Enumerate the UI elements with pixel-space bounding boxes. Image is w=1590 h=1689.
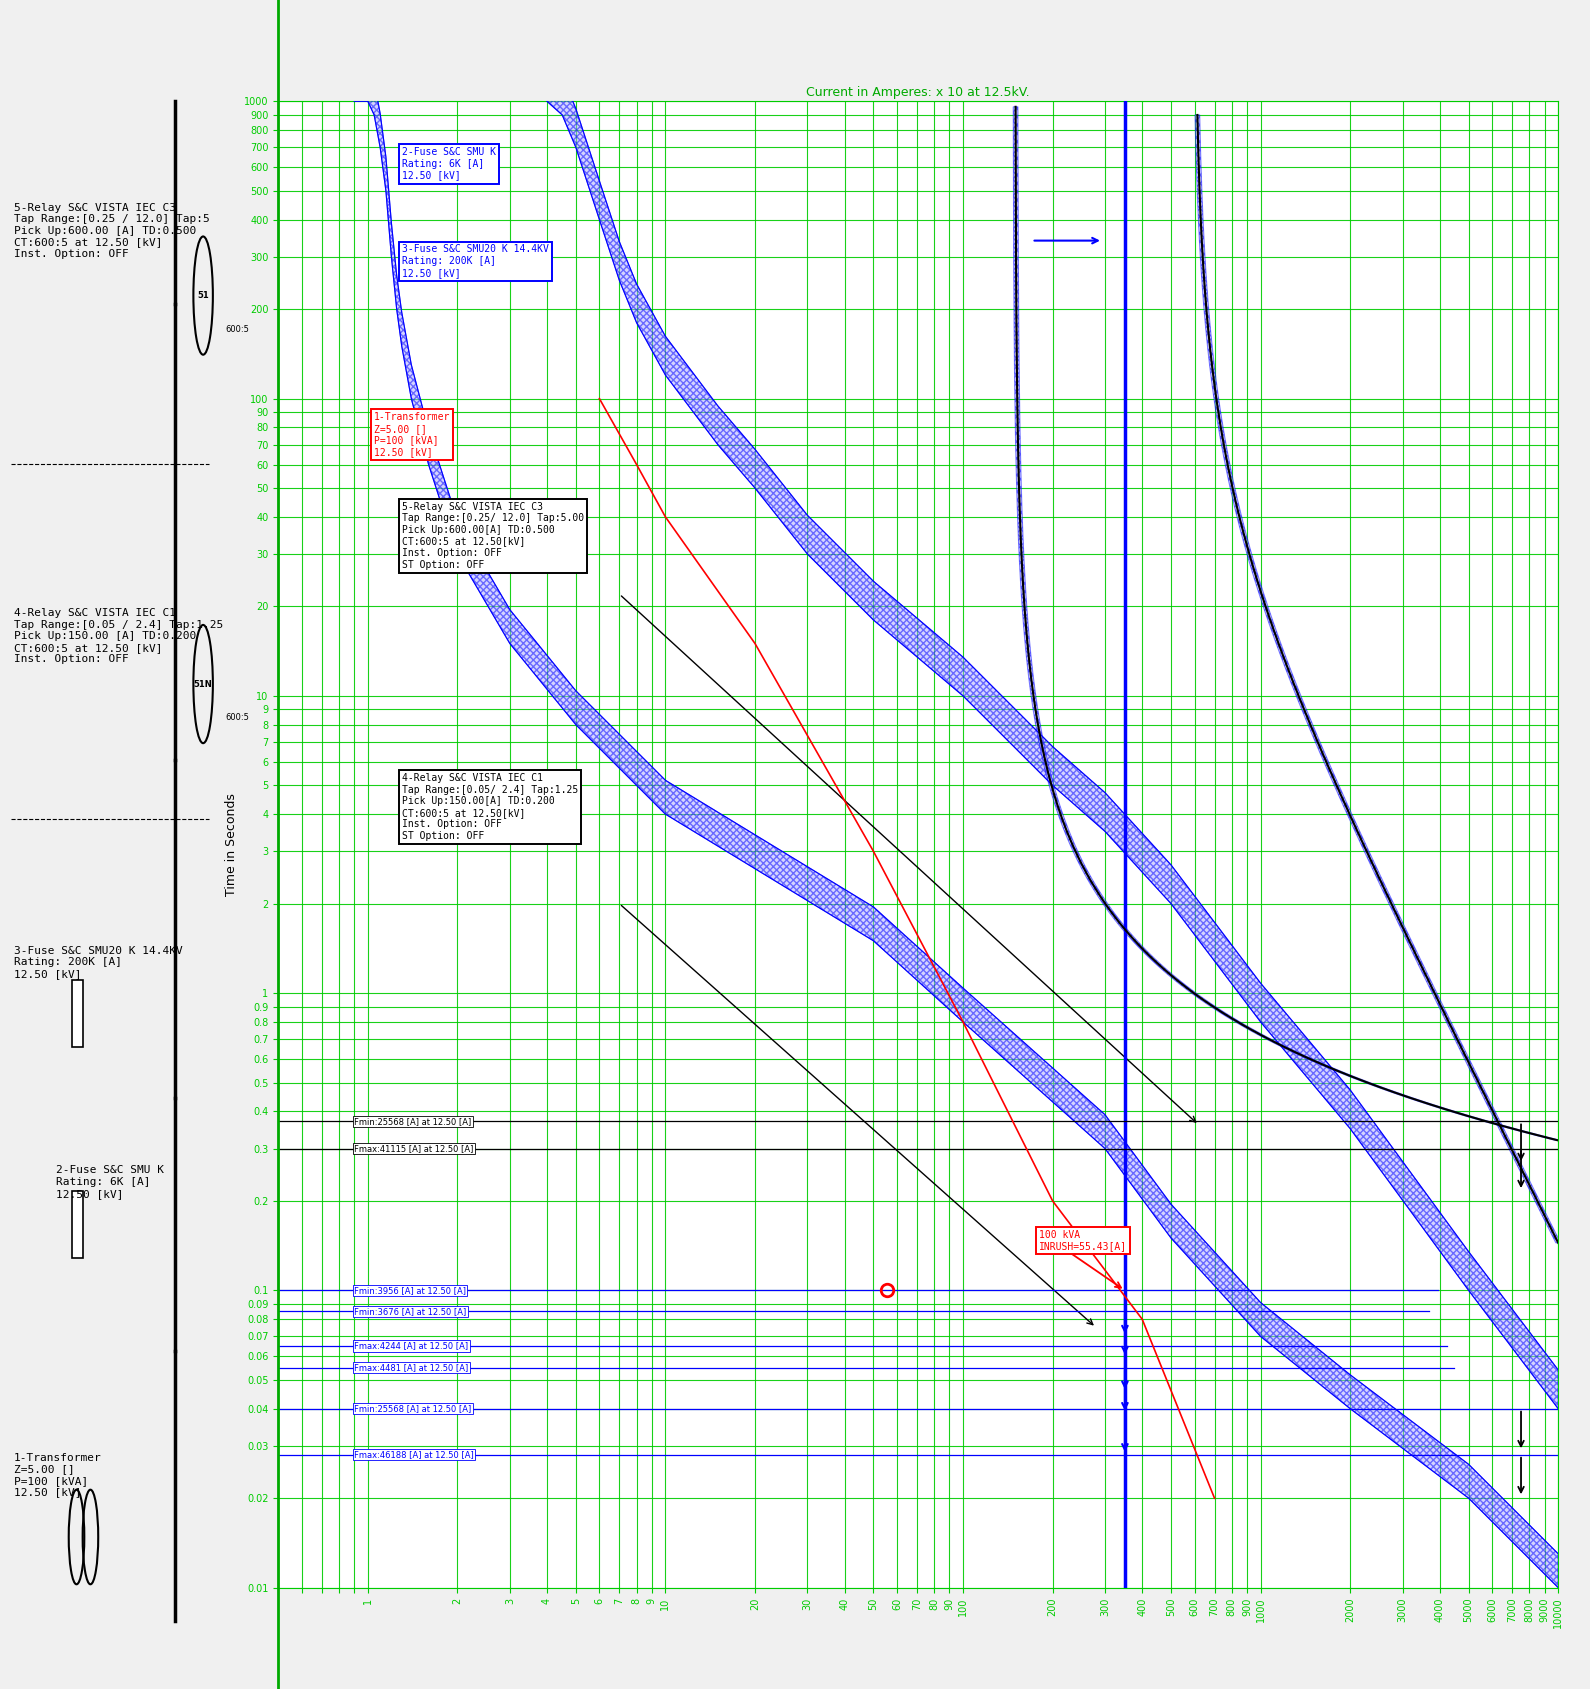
Text: 100 kVA
INRUSH=55.43[A]: 100 kVA INRUSH=55.43[A] [1038,1230,1127,1252]
Text: 3-Fuse S&C SMU20 K 14.4KV
Rating: 200K [A]
12.50 [kV]: 3-Fuse S&C SMU20 K 14.4KV Rating: 200K [… [14,946,183,980]
Text: Fmin:3956 [A] at 12.50 [A]: Fmin:3956 [A] at 12.50 [A] [355,1285,466,1295]
Y-axis label: Time in Seconds: Time in Seconds [226,794,238,895]
Text: 5-Relay S&C VISTA IEC C3
Tap Range:[0.25 / 12.0] Tap:5
Pick Up:600.00 [A] TD:0.5: 5-Relay S&C VISTA IEC C3 Tap Range:[0.25… [14,203,210,258]
Polygon shape [1013,106,1560,1140]
Text: 5-Relay S&C VISTA IEC C3
Tap Range:[0.25/ 12.0] Tap:5.00
Pick Up:600.00[A] TD:0.: 5-Relay S&C VISTA IEC C3 Tap Range:[0.25… [402,502,584,569]
Text: 4-Relay S&C VISTA IEC C1
Tap Range:[0.05/ 2.4] Tap:1.25
Pick Up:150.00[A] TD:0.2: 4-Relay S&C VISTA IEC C1 Tap Range:[0.05… [402,774,579,841]
Text: 4-Relay S&C VISTA IEC C1
Tap Range:[0.05 / 2.4] Tap:1.25
Pick Up:150.00 [A] TD:0: 4-Relay S&C VISTA IEC C1 Tap Range:[0.05… [14,608,223,664]
Bar [73,980,83,1047]
Text: 51N: 51N [194,679,213,689]
Text: Fmax:4481 [A] at 12.50 [A]: Fmax:4481 [A] at 12.50 [A] [355,1363,469,1371]
Text: 51: 51 [197,291,208,301]
Text: 3-Fuse S&C SMU20 K 14.4KV
Rating: 200K [A]
12.50 [kV]: 3-Fuse S&C SMU20 K 14.4KV Rating: 200K [… [402,245,549,277]
Text: 2-Fuse S&C SMU K
Rating: 6K [A]
12.50 [kV]: 2-Fuse S&C SMU K Rating: 6K [A] 12.50 [k… [56,1165,164,1199]
Text: 1-Transformer
Z=5.00 []
P=100 [kVA]
12.50 [kV]: 1-Transformer Z=5.00 [] P=100 [kVA] 12.5… [374,412,450,458]
Text: Fmax:41115 [A] at 12.50 [A]: Fmax:41115 [A] at 12.50 [A] [355,1143,474,1154]
Text: 2-Fuse S&C SMU K
Rating: 6K [A]
12.50 [kV]: 2-Fuse S&C SMU K Rating: 6K [A] 12.50 [k… [402,147,496,181]
Polygon shape [547,62,1558,1409]
Polygon shape [1196,115,1560,1243]
Text: Fmin:3676 [A] at 12.50 [A]: Fmin:3676 [A] at 12.50 [A] [355,1307,466,1316]
Text: 600:5: 600:5 [226,324,250,334]
Text: 600:5: 600:5 [226,713,250,723]
Bar [73,1191,83,1258]
Text: Fmax:4244 [A] at 12.50 [A]: Fmax:4244 [A] at 12.50 [A] [355,1341,469,1351]
Text: Fmin:25568 [A] at 12.50 [A]: Fmin:25568 [A] at 12.50 [A] [355,1116,472,1127]
Text: Fmin:25568 [A] at 12.50 [A]: Fmin:25568 [A] at 12.50 [A] [355,1404,472,1414]
Text: Fmax:46188 [A] at 12.50 [A]: Fmax:46188 [A] at 12.50 [A] [355,1451,474,1459]
Title: Current in Amperes: x 10 at 12.5kV.: Current in Amperes: x 10 at 12.5kV. [806,86,1030,98]
Polygon shape [355,68,1558,1588]
Text: 1-Transformer
Z=5.00 []
P=100 [kVA]
12.50 [kV]: 1-Transformer Z=5.00 [] P=100 [kVA] 12.5… [14,1453,102,1498]
